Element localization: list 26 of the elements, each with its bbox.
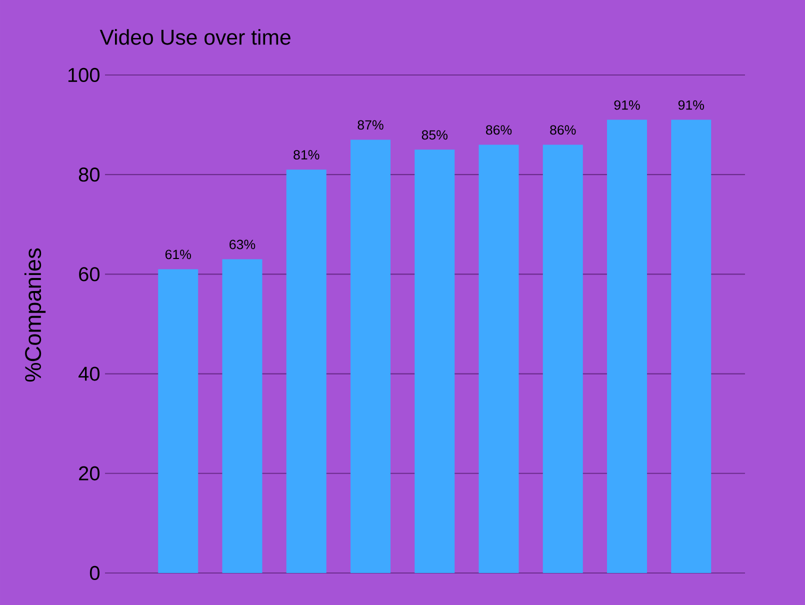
bar [350, 140, 390, 573]
bar [542, 144, 583, 573]
y-tick-label: 80 [78, 168, 100, 182]
y-tick-label: 100 [68, 68, 100, 82]
data-label: 91% [678, 100, 704, 110]
y-tick-label: 60 [79, 267, 100, 282]
y-tick-label: 20 [79, 466, 100, 480]
data-label: 85% [422, 130, 448, 140]
data-label: 63% [230, 240, 256, 250]
y-axis-title: %Companies [24, 248, 46, 382]
bar [607, 120, 648, 573]
bar [478, 144, 519, 573]
y-tick-label: 0 [90, 566, 100, 580]
bar [671, 120, 712, 573]
bar [158, 269, 198, 573]
data-label: 87% [358, 120, 384, 130]
data-label: 81% [294, 150, 320, 160]
bar [414, 150, 455, 573]
chart-title: Video Use over time [100, 29, 290, 45]
data-label: 61% [165, 250, 191, 260]
bar [222, 259, 262, 573]
data-label: 91% [614, 100, 640, 110]
data-label: 86% [486, 125, 512, 135]
bar [286, 170, 326, 573]
y-tick-label: 40 [78, 366, 100, 381]
data-label: 86% [550, 125, 576, 135]
